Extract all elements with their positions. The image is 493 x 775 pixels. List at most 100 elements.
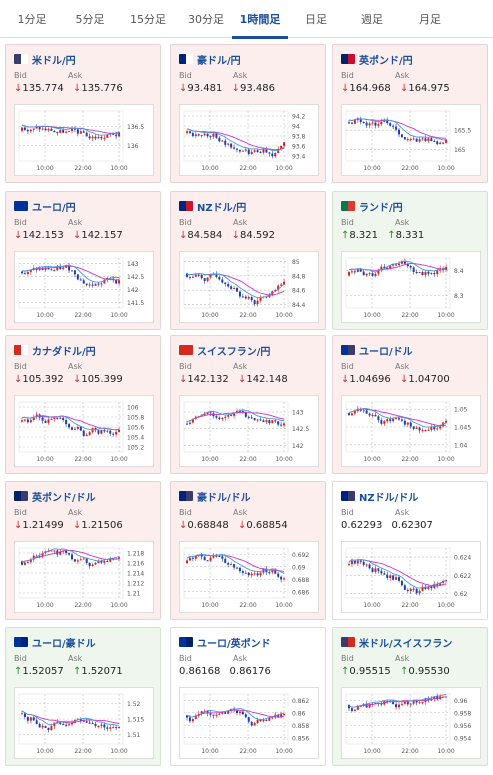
candle-body <box>400 703 403 705</box>
candle-body <box>85 721 88 723</box>
candle-body <box>82 280 85 284</box>
currency-pair-name[interactable]: 米ドル/スイスフラン <box>359 638 453 650</box>
plot-area <box>183 693 289 745</box>
flag-icon <box>14 201 28 211</box>
candle-body <box>186 273 188 277</box>
bid-label: Bid <box>14 362 27 371</box>
currency-pair-name[interactable]: カナダドル/円 <box>32 346 96 358</box>
candle-body <box>427 698 430 701</box>
moving-average-line <box>21 710 120 724</box>
tab-5min[interactable]: 5分足 <box>75 13 105 26</box>
price-chart[interactable]: 1.05 1.045 1.04 10:00 22:00 10:00 <box>341 395 481 467</box>
candle-body <box>41 128 44 130</box>
candle-body <box>50 418 53 420</box>
rate-card[interactable]: ランド/円 Bid Ask ↑8.321 ↑8.331 8.4 8.3 10:00 2… <box>332 191 488 330</box>
candle-body <box>21 271 23 274</box>
candle-body <box>238 149 241 152</box>
price-chart[interactable]: 94.2 94 93.8 93.6 93.4 10:00 22:00 10:00 <box>179 104 319 176</box>
price-chart[interactable]: 0.692 0.69 0.688 0.686 10:00 22:00 10:00 <box>179 541 319 613</box>
rate-card[interactable]: 英ポンド/ドル Bid Ask ↓1.21499 ↓1.21506 1.218 1… <box>5 481 161 620</box>
price-chart[interactable]: 165.5 165 10:00 22:00 10:00 <box>341 104 481 176</box>
candle-body <box>241 571 244 573</box>
rate-card[interactable]: 英ポンド/円 Bid Ask ↓164.968 ↓164.975 165.5 16… <box>332 44 488 183</box>
trend-arrow-icon: ↓ <box>179 230 188 241</box>
tab-monthly[interactable]: 月足 <box>419 13 441 26</box>
currency-pair-name[interactable]: ユーロ/ドル <box>359 346 413 358</box>
plot-area <box>345 693 451 745</box>
rate-card[interactable]: ユーロ/英ポンド Bid Ask 0.86168 0.86176 0.862 0.… <box>170 627 326 766</box>
candle-body <box>206 133 209 137</box>
y-tick-label: 142.5 <box>292 426 309 433</box>
price-chart[interactable]: 85 84.8 84.6 84.4 10:00 22:00 10:00 <box>179 251 319 323</box>
x-tick-label: 10:00 <box>275 748 292 755</box>
tab-1hour[interactable]: 1時間足 <box>230 0 290 39</box>
tab-15min[interactable]: 15分足 <box>130 13 166 26</box>
candle-body <box>421 138 424 140</box>
ask-label: Ask <box>395 362 410 371</box>
trend-arrow-icon: ↓ <box>399 374 409 385</box>
currency-pair-name[interactable]: ランド/円 <box>359 202 403 214</box>
candle-body <box>38 268 41 270</box>
rate-card[interactable]: 豪ドル/円 Bid Ask ↓93.481 ↓93.486 94.2 94 93.8… <box>170 44 326 183</box>
currency-pair-name[interactable]: ユーロ/豪ドル <box>32 638 96 650</box>
candle-body <box>392 575 395 580</box>
y-tick-label: 0.96 <box>454 698 468 705</box>
candle-body <box>73 559 76 562</box>
candle-body <box>94 562 97 565</box>
candle-body <box>433 140 436 142</box>
currency-pair-name[interactable]: NZドル/円 <box>197 202 247 214</box>
price-chart[interactable]: 143 142.5 142 10:00 22:00 10:00 <box>179 395 319 467</box>
candle-body <box>380 703 383 705</box>
currency-pair-name[interactable]: ユーロ/円 <box>32 202 76 214</box>
currency-pair-name[interactable]: スイスフラン/円 <box>197 346 271 358</box>
tab-30min[interactable]: 30分足 <box>188 13 224 26</box>
price-chart[interactable]: 143 142.5 142 141.5 10:00 22:00 10:00 <box>14 251 154 323</box>
candle-body <box>262 719 265 722</box>
y-tick-label: 143 <box>127 261 139 268</box>
candle-body <box>283 713 286 715</box>
candle-body <box>218 713 221 715</box>
price-chart[interactable]: 136.5 136 10:00 22:00 10:00 <box>14 104 154 176</box>
y-tick-label: 93.6 <box>292 144 306 151</box>
currency-pair-name[interactable]: 豪ドル/円 <box>197 55 241 67</box>
tab-1min[interactable]: 1分足 <box>17 13 47 26</box>
price-chart[interactable]: 1.218 1.216 1.214 1.212 1.21 10:00 22:00 10:00 <box>14 541 154 613</box>
rate-card[interactable]: 米ドル/スイスフラン Bid Ask ↑0.95515 ↑0.95530 0.9… <box>332 627 488 766</box>
tab-daily[interactable]: 日足 <box>305 13 327 26</box>
candle-body <box>436 270 439 275</box>
candle-body <box>91 136 94 139</box>
rate-card[interactable]: ユーロ/ドル Bid Ask ↓1.04696 ↓1.04700 1.05 1.0… <box>332 335 488 474</box>
rate-card[interactable]: 米ドル/円 Bid Ask ↓135.774 ↓135.776 136.5 136… <box>5 44 161 183</box>
candle-body <box>395 264 398 266</box>
rate-card[interactable]: NZドル/円 Bid Ask ↓84.584 ↓84.592 85 84.8 84.… <box>170 191 326 330</box>
rate-card[interactable]: カナダドル/円 Bid Ask ↓105.392 ↓105.399 106 105… <box>5 335 161 474</box>
y-tick-label: 141.5 <box>127 300 144 307</box>
currency-pair-name[interactable]: 米ドル/円 <box>32 55 76 67</box>
card-header: ユーロ/英ポンド <box>179 635 271 650</box>
card-header: 豪ドル/ドル <box>179 489 251 504</box>
currency-pair-name[interactable]: ユーロ/英ポンド <box>197 638 271 650</box>
price-chart[interactable]: 0.862 0.86 0.858 0.856 10:00 22:00 10:00 <box>179 687 319 759</box>
currency-pair-name[interactable]: 豪ドル/ドル <box>197 492 251 504</box>
rate-card[interactable]: ユーロ/円 Bid Ask ↓142.153 ↓142.157 143 142.5… <box>5 191 161 330</box>
price-chart[interactable]: 106 105.8 105.6 105.4 105.2 10:00 22:00 10:00 <box>14 395 154 467</box>
price-chart[interactable]: 1.52 1.515 1.51 10:00 22:00 10:00 <box>14 687 154 759</box>
candle-body <box>365 273 368 276</box>
tab-weekly[interactable]: 週足 <box>361 13 383 26</box>
price-chart[interactable]: 0.96 0.958 0.956 0.954 10:00 22:00 10:00 <box>341 687 481 759</box>
candle-body <box>188 276 191 278</box>
rate-card[interactable]: NZドル/ドル Bid Ask 0.62293 0.62307 0.624 0.6… <box>332 481 488 620</box>
price-chart[interactable]: 8.4 8.3 10:00 22:00 10:00 <box>341 251 481 323</box>
flag-icon <box>14 345 28 355</box>
rate-card[interactable]: スイスフラン/円 Bid Ask ↓142.132 ↓142.148 143 14… <box>170 335 326 474</box>
short-moving-average-line <box>21 710 120 726</box>
currency-pair-name[interactable]: NZドル/ドル <box>359 492 419 504</box>
price-chart[interactable]: 0.624 0.622 0.62 10:00 22:00 10:00 <box>341 541 481 613</box>
candle-body <box>224 282 227 285</box>
rate-card[interactable]: ユーロ/豪ドル Bid Ask ↑1.52057 ↑1.52071 1.52 1.… <box>5 627 161 766</box>
candle-body <box>227 563 230 565</box>
currency-pair-name[interactable]: 英ポンド/ドル <box>32 492 96 504</box>
rate-card[interactable]: 豪ドル/ドル Bid Ask ↓0.68848 ↓0.68854 0.692 0.… <box>170 481 326 620</box>
currency-pair-name[interactable]: 英ポンド/円 <box>359 55 413 67</box>
